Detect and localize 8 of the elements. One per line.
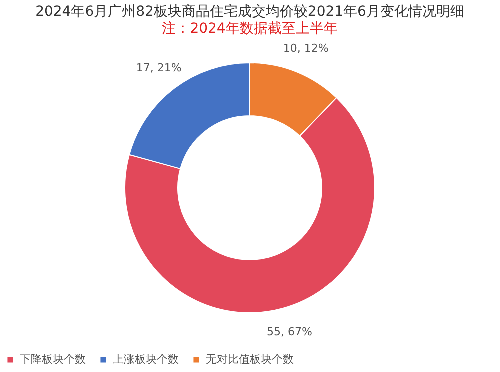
legend-label: 下降板块个数 [20,352,86,366]
chart-subtitle: 注：2024年数据截至上半年 [162,21,338,37]
data-label: 10, 12% [283,42,329,55]
chart-title: 2024年6月广州82板块商品住宅成交均价较2021年6月变化情况明细 [36,4,464,20]
legend-label: 无对比值板块个数 [206,352,294,366]
data-label: 17, 21% [136,62,182,75]
legend-label: 上涨板块个数 [113,352,179,366]
data-label: 55, 67% [267,326,312,339]
